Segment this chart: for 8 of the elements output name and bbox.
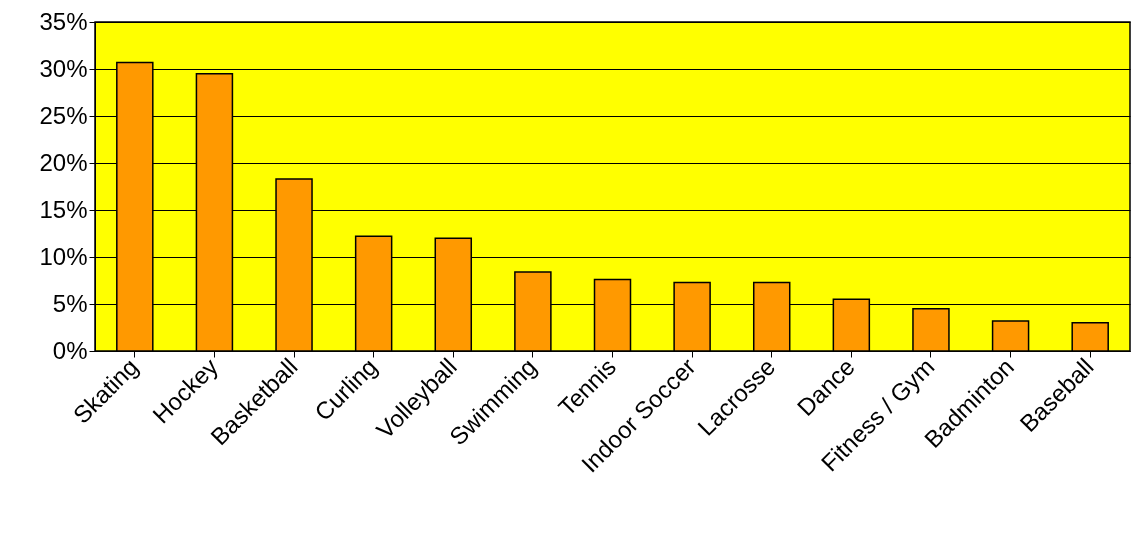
- y-tick-label: 0%: [52, 336, 88, 364]
- y-tick-label: 30%: [39, 54, 88, 82]
- y-tick-label: 5%: [52, 289, 88, 317]
- y-tick-label: 20%: [39, 148, 88, 176]
- y-tick-label: 15%: [39, 195, 88, 223]
- y-tick-label: 10%: [39, 242, 88, 270]
- y-tick-label: 35%: [39, 7, 88, 35]
- y-tick-label: 25%: [39, 101, 88, 129]
